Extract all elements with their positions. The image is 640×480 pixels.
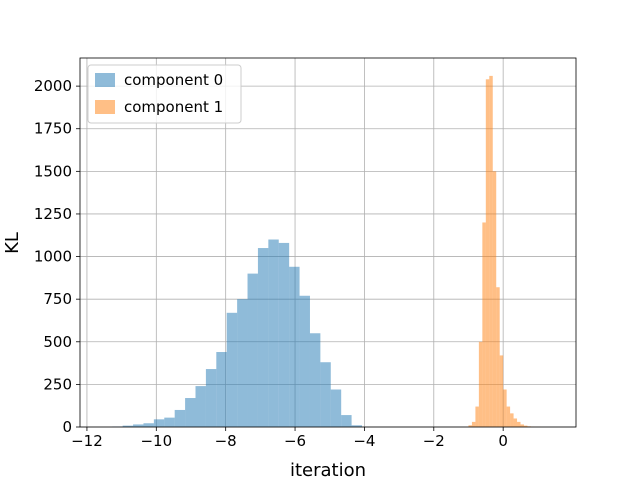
y-tick-label: 250 [43, 375, 72, 393]
legend: component 0 component 1 [87, 64, 242, 124]
histogram-bar-component-0 [122, 425, 134, 427]
histogram-bar-component-0 [309, 333, 321, 427]
histogram-bar-component-0 [299, 295, 310, 427]
histogram-bar-component-1 [485, 79, 490, 428]
y-tick-label: 0 [62, 418, 72, 436]
histogram-bar-component-0 [289, 266, 300, 427]
histogram-bar-component-0 [247, 273, 258, 427]
histogram-bar-component-0 [205, 369, 217, 427]
legend-swatch-component-0 [95, 73, 115, 87]
x-tick-label: 0 [498, 432, 508, 450]
histogram-bar-component-0 [133, 424, 144, 427]
histogram-bar-component-0 [257, 248, 269, 427]
histogram-bar-component-1 [471, 421, 476, 427]
x-tick-label: −4 [353, 432, 375, 450]
plot-frame [79, 57, 577, 428]
y-tick-label: 750 [43, 290, 72, 308]
y-axis-label: KL [2, 232, 23, 254]
histogram-bar-component-0 [278, 242, 290, 427]
histogram-bar-component-0 [174, 409, 186, 427]
histogram-bar-component-0 [153, 419, 165, 427]
histogram-bar-component-0 [216, 352, 227, 427]
x-tick-label: −6 [284, 432, 306, 450]
histogram-bar-component-1 [503, 389, 507, 427]
histogram-bar-component-0 [320, 362, 331, 427]
y-tick-label: 1500 [34, 162, 72, 180]
x-axis-label: iteration [290, 460, 366, 480]
histogram-bar-component-0 [341, 415, 352, 427]
y-tick-label: 500 [43, 333, 72, 351]
y-tick-label: 1000 [34, 248, 72, 266]
histogram-bar-component-1 [482, 222, 486, 427]
histogram-bar-component-0 [143, 423, 154, 427]
histogram-bar-component-1 [517, 421, 521, 427]
x-tick-label: −12 [71, 432, 103, 450]
y-tick-label: 2000 [34, 77, 72, 95]
histogram-bar-component-1 [475, 406, 479, 427]
histogram-bar-component-1 [468, 425, 472, 427]
histogram-bar-component-0 [330, 389, 342, 427]
y-tick-label: 1750 [34, 120, 72, 138]
legend-label-component-1: component 1 [124, 98, 223, 116]
legend-label-component-0: component 0 [124, 71, 223, 89]
x-tick-label: −2 [423, 432, 445, 450]
histogram-bar-component-0 [164, 417, 175, 427]
histogram-bar-component-1 [489, 75, 493, 428]
x-tick-label: −10 [140, 432, 172, 450]
legend-swatch-component-1 [95, 100, 115, 114]
legend-box [87, 64, 242, 124]
histogram-bar-component-1 [510, 413, 514, 427]
histogram-bar-component-0 [237, 299, 248, 427]
y-tick-label: 1250 [34, 205, 72, 223]
histogram-bar-component-1 [478, 341, 483, 427]
histogram-bars [112, 75, 542, 428]
x-tick-label: −8 [215, 432, 237, 450]
histogram-bar-component-1 [513, 418, 518, 427]
histogram-bar-component-0 [226, 312, 238, 427]
histogram-bar-component-1 [523, 425, 528, 427]
axis-ticks: −12 −10 −8 −6 −4 −2 0 0 250 500 750 1000 1250 1500 175… [34, 77, 508, 450]
histogram-bar-component-0 [195, 386, 206, 427]
histogram-bar-component-1 [492, 171, 497, 427]
histogram-bar-component-0 [351, 425, 362, 427]
histogram-bar-component-0 [185, 398, 196, 427]
histogram-bar-component-1 [496, 287, 500, 427]
histogram-bar-component-1 [520, 424, 524, 427]
histogram-bar-component-0 [268, 239, 279, 427]
histogram-bar-component-1 [506, 406, 511, 427]
histogram-bar-component-1 [499, 355, 504, 427]
